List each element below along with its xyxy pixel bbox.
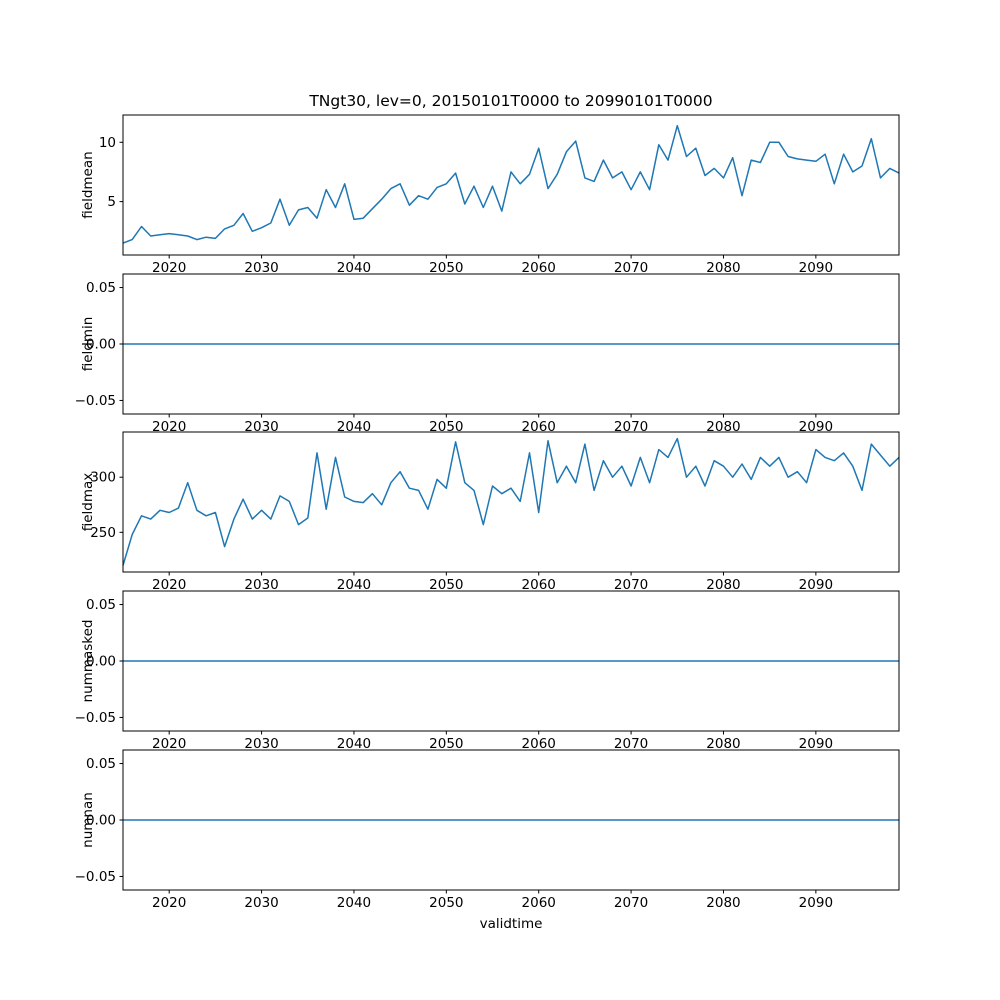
x-tick-label: 2090 <box>799 736 833 752</box>
x-tick-label: 2050 <box>429 577 463 593</box>
x-tick-label: 2040 <box>337 895 371 911</box>
x-tick-label: 2060 <box>522 736 556 752</box>
x-tick-label: 2070 <box>614 577 648 593</box>
x-tick-label: 2060 <box>522 419 556 435</box>
x-tick-label: 2030 <box>244 736 278 752</box>
y-tick-label: 0.00 <box>86 337 116 353</box>
x-tick-label: 2020 <box>152 419 186 435</box>
y-tick-label: 0.00 <box>86 813 116 829</box>
x-tick-label: 2090 <box>799 260 833 276</box>
x-tick-label: 2080 <box>706 736 740 752</box>
x-tick-label: 2070 <box>614 419 648 435</box>
x-tick-label: 2050 <box>429 895 463 911</box>
x-tick-label: 2040 <box>337 736 371 752</box>
x-tick-label: 2090 <box>799 895 833 911</box>
x-tick-label: 2060 <box>522 260 556 276</box>
y-tick-label: 0.05 <box>86 597 116 613</box>
y-tick-label: 300 <box>90 470 116 486</box>
ylabel-fieldmin: fieldmin <box>80 317 96 372</box>
x-tick-label: 2030 <box>244 260 278 276</box>
x-tick-label: 2040 <box>337 260 371 276</box>
y-tick-label: 10 <box>99 135 116 151</box>
x-tick-label: 2070 <box>614 260 648 276</box>
x-tick-label: 2040 <box>337 577 371 593</box>
x-tick-label: 2060 <box>522 895 556 911</box>
line-series-fieldmax <box>122 437 900 566</box>
y-tick-label: −0.05 <box>75 393 116 409</box>
x-tick-label: 2080 <box>706 419 740 435</box>
line-series-fieldmean <box>122 124 900 244</box>
y-tick-label: 0.05 <box>86 280 116 296</box>
x-tick-label: 2080 <box>706 577 740 593</box>
x-tick-label: 2020 <box>152 736 186 752</box>
x-tick-label: 2070 <box>614 736 648 752</box>
x-tick-label: 2080 <box>706 895 740 911</box>
x-tick-label: 2050 <box>429 736 463 752</box>
x-tick-label: 2020 <box>152 577 186 593</box>
x-tick-label: 2080 <box>706 260 740 276</box>
x-tick-label: 2030 <box>244 577 278 593</box>
y-tick-label: 0.00 <box>86 654 116 670</box>
x-tick-label: 2090 <box>799 577 833 593</box>
axes-frame-fieldmax <box>122 431 900 573</box>
y-tick-label: −0.05 <box>75 710 116 726</box>
ylabel-fieldmax: fieldmax <box>80 473 96 532</box>
y-tick-label: 0.05 <box>86 756 116 772</box>
x-tick-label: 2030 <box>244 895 278 911</box>
x-tick-label: 2040 <box>337 419 371 435</box>
x-tick-label: 2050 <box>429 419 463 435</box>
x-tick-label: 2020 <box>152 260 186 276</box>
figure-title: TNgt30, lev=0, 20150101T0000 to 20990101… <box>309 92 713 110</box>
x-tick-label: 2090 <box>799 419 833 435</box>
ylabel-nummasked: nummasked <box>80 620 96 703</box>
x-tick-label: 2060 <box>522 577 556 593</box>
y-tick-label: −0.05 <box>75 869 116 885</box>
x-tick-label: 2070 <box>614 895 648 911</box>
axes-frame-fieldmean <box>122 114 900 256</box>
ylabel-numnan: numnan <box>80 792 96 848</box>
y-tick-label: 5 <box>107 194 116 210</box>
x-axis-label: validtime <box>479 916 543 932</box>
x-tick-label: 2050 <box>429 260 463 276</box>
x-tick-label: 2020 <box>152 895 186 911</box>
ylabel-fieldmean: fieldmean <box>80 151 96 218</box>
x-tick-label: 2030 <box>244 419 278 435</box>
y-tick-label: 250 <box>90 525 116 541</box>
